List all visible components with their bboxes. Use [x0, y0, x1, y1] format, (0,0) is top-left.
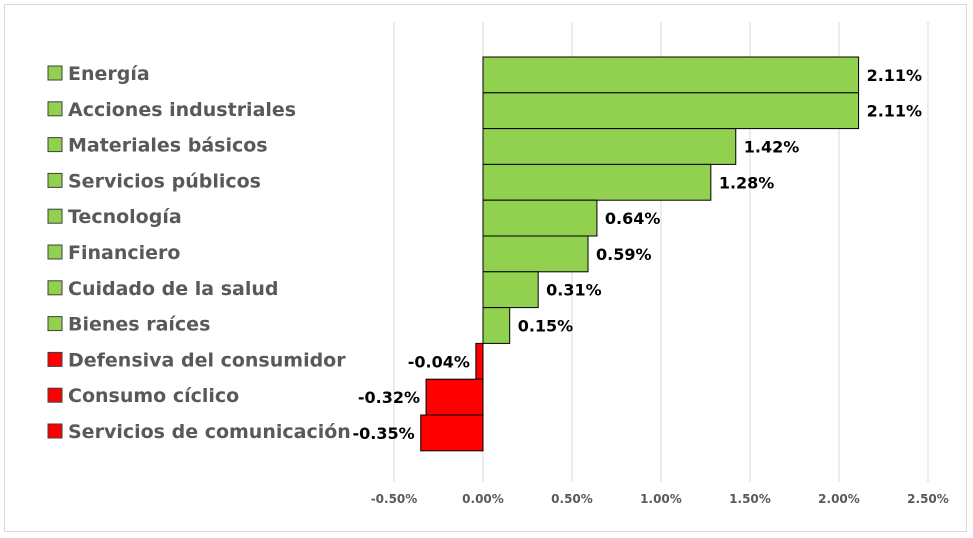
bar [482, 271, 539, 309]
legend-swatch [47, 316, 63, 332]
value-labels: 2.11% 2.11% 1.42% 1.28% 0.64% 0.59% 0.31% 0.15%… [353, 66, 923, 443]
bar [475, 342, 484, 380]
legend-entry: Defensiva del consumidor [68, 349, 346, 371]
legend-swatch [47, 101, 63, 117]
legend-entry: Acciones industriales [68, 99, 296, 121]
legend-swatch [47, 351, 63, 367]
bar [482, 128, 737, 165]
x-tick-label: -0.50% [371, 492, 418, 506]
data-label: 0.64% [605, 209, 661, 228]
legend-entry: Consumo cíclico [68, 385, 239, 407]
bar [482, 56, 860, 94]
legend-swatch [47, 208, 63, 224]
data-label: -0.35% [353, 424, 415, 443]
legend-entry: Financiero [68, 242, 180, 264]
category-legend: Energía Acciones industriales Materiales b… [47, 63, 351, 443]
legend-swatch [47, 387, 63, 403]
x-tick-label: 0.50% [551, 492, 593, 506]
data-label: 0.31% [546, 281, 602, 300]
legend-swatch [47, 65, 63, 81]
x-tick-label: 1.00% [640, 492, 682, 506]
data-label: -0.04% [408, 352, 470, 371]
x-tick-label: 2.00% [818, 492, 860, 506]
bar [482, 235, 589, 273]
x-tick-label: 1.50% [729, 492, 771, 506]
bar [482, 163, 712, 201]
data-label: 0.59% [596, 245, 652, 264]
legend-entry: Bienes raíces [68, 314, 210, 336]
legend-entry: Servicios públicos [68, 170, 261, 192]
legend-swatch [47, 172, 63, 188]
legend-entry: Tecnología [68, 206, 182, 228]
x-tick-label: 0.00% [462, 492, 504, 506]
legend-entry: Servicios de comunicación [68, 421, 351, 443]
legend-entry: Energía [68, 63, 150, 85]
x-tick-label: 2.50% [907, 492, 949, 506]
bars [420, 56, 860, 452]
legend-entry: Materiales básicos [68, 135, 268, 157]
bar [482, 199, 598, 237]
data-label: 1.28% [719, 173, 775, 192]
bar [482, 307, 511, 344]
legend-swatch [47, 137, 63, 153]
data-label: -0.32% [358, 388, 420, 407]
legend-swatch [47, 280, 63, 296]
bar [425, 378, 484, 416]
data-label: 0.15% [518, 317, 574, 336]
data-label: 2.11% [867, 66, 923, 85]
data-label: 1.42% [744, 138, 800, 157]
legend-entry: Cuidado de la salud [68, 278, 279, 300]
legend-swatch [47, 244, 63, 260]
x-axis-ticks: -0.50% 0.00% 0.50% 1.00% 1.50% 2.00% 2.50% [371, 492, 949, 506]
data-label: 2.11% [867, 102, 923, 121]
bar [420, 414, 484, 452]
legend-swatch [47, 423, 63, 439]
bar [482, 92, 860, 130]
